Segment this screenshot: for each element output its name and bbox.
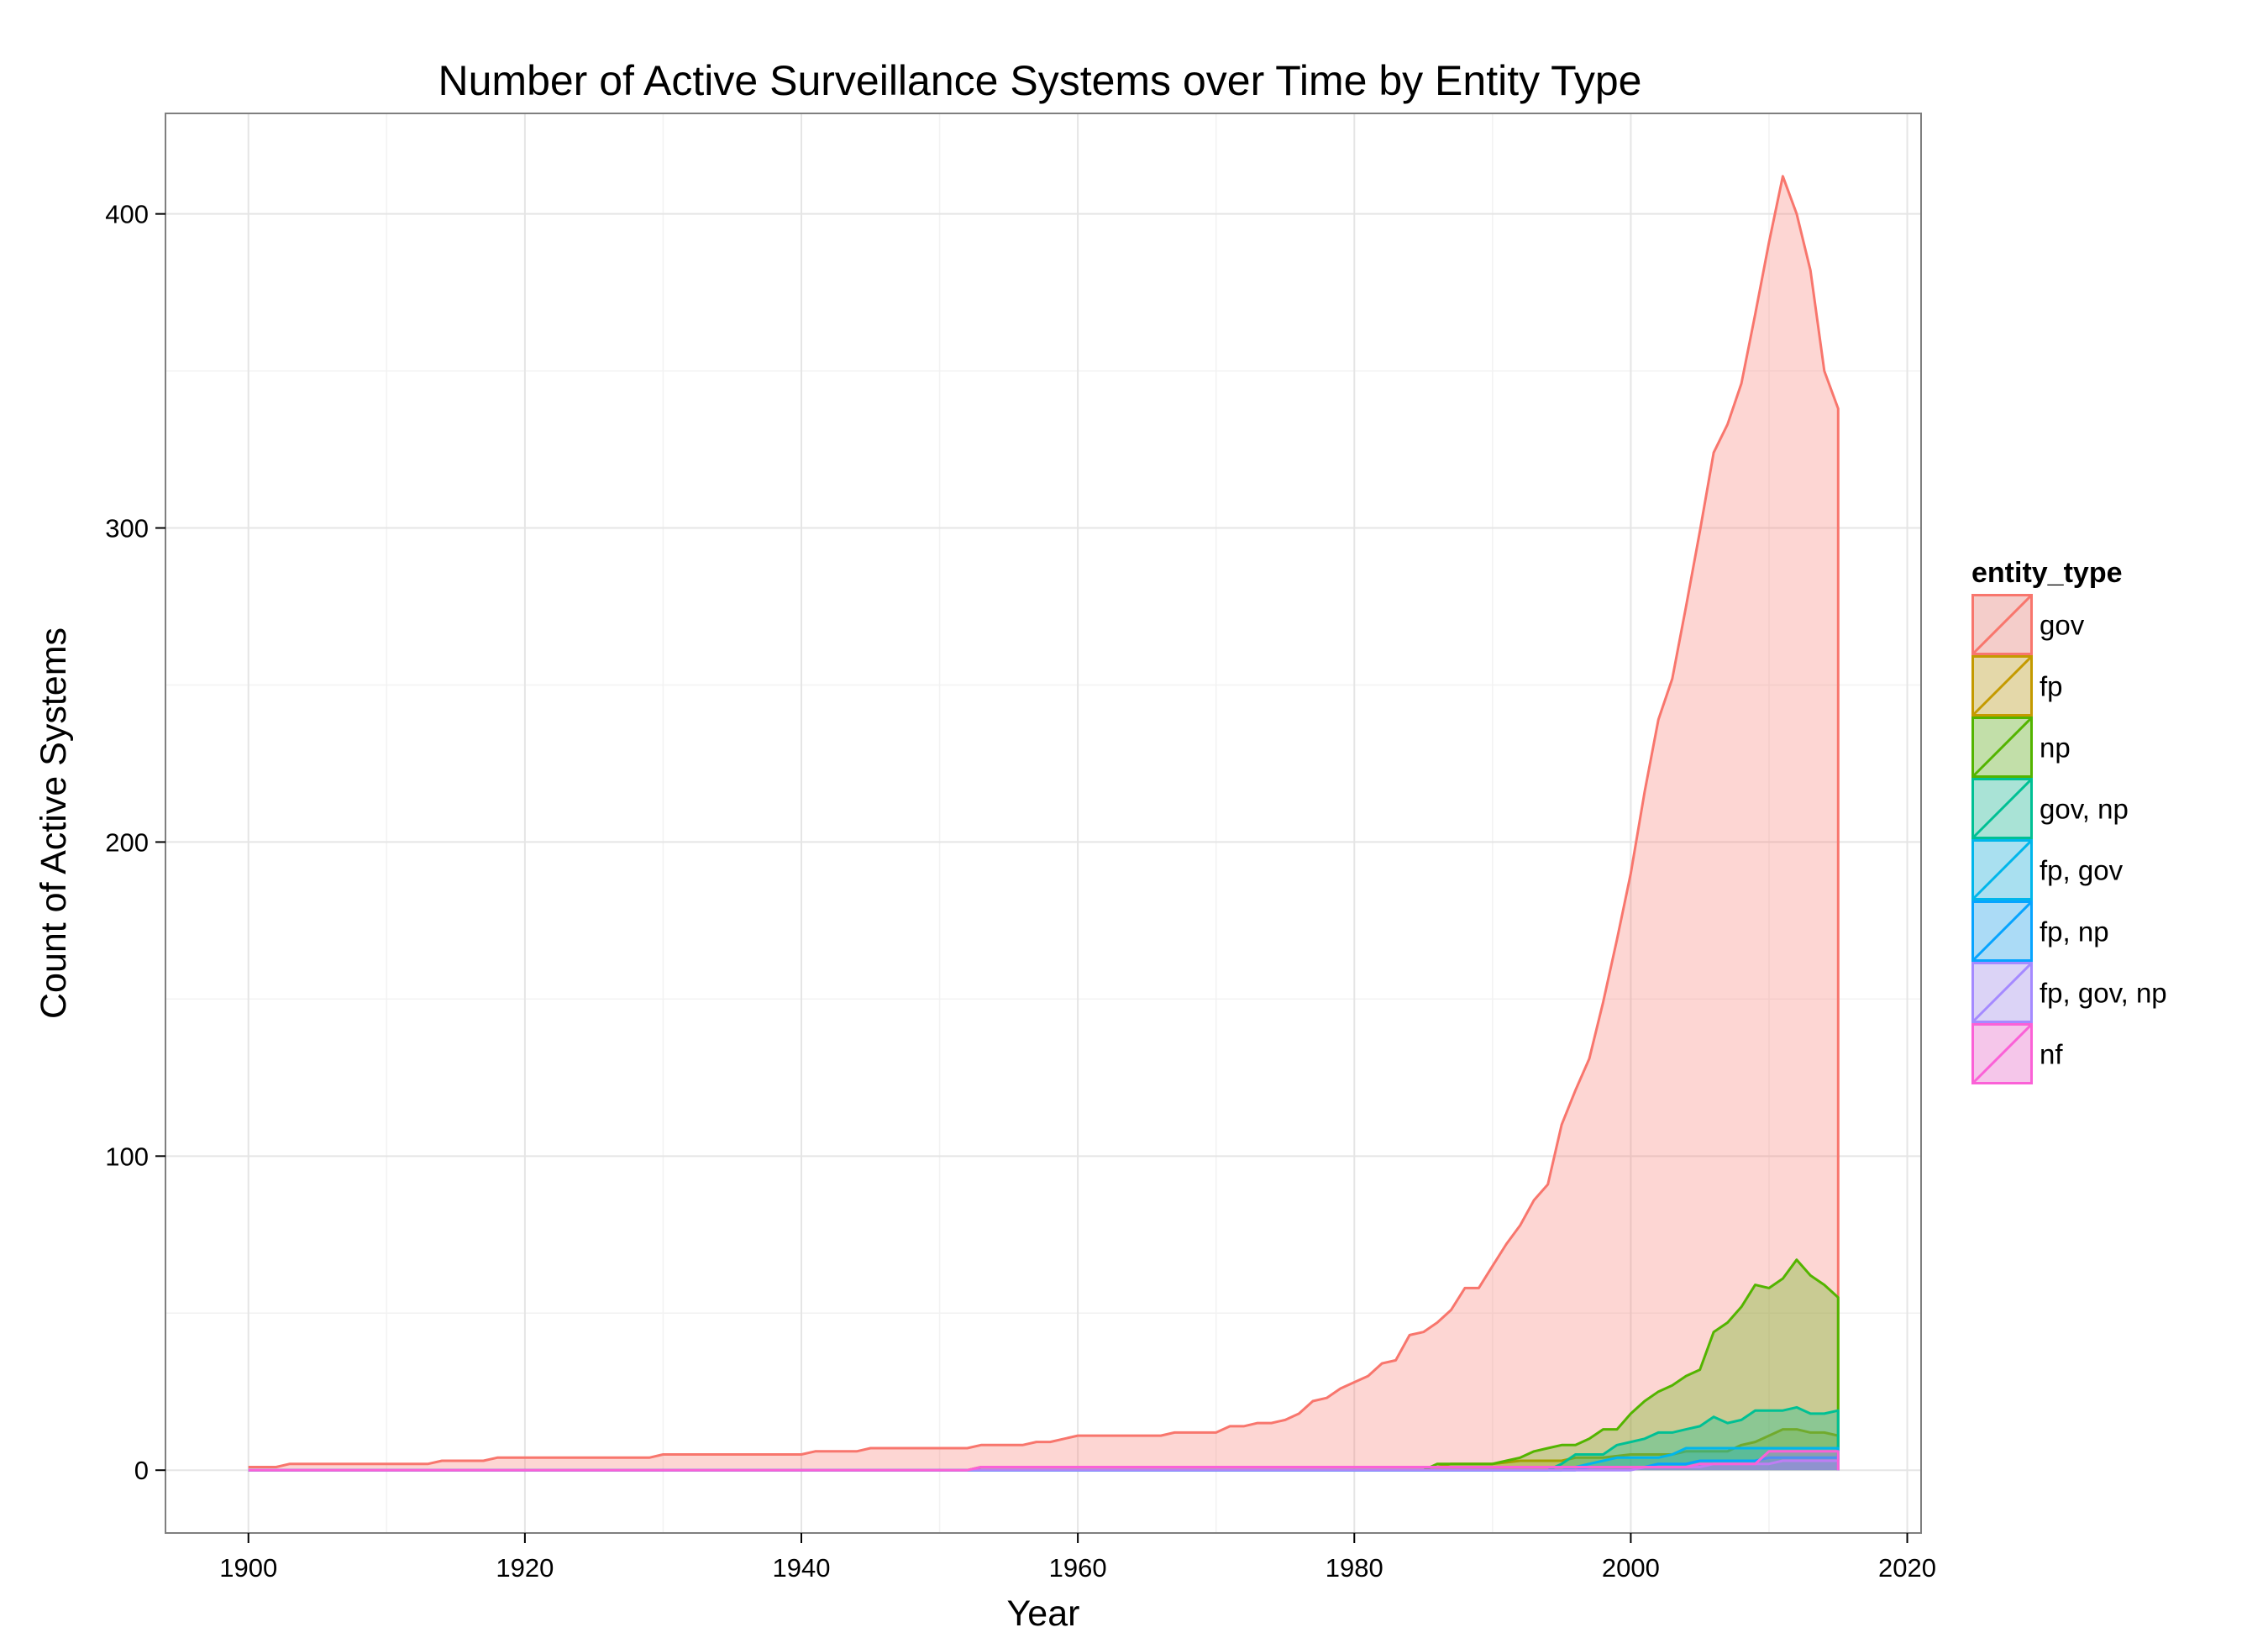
legend-label: fp, gov — [2040, 855, 2124, 886]
legend-swatch-line — [1971, 1023, 2033, 1084]
x-tick-label: 1960 — [1049, 1553, 1107, 1583]
x-tick-label: 2000 — [1602, 1553, 1660, 1583]
x-tick-label: 2020 — [1878, 1553, 1936, 1583]
area-np — [248, 1259, 1839, 1471]
legend-label: gov, np — [2040, 794, 2129, 825]
legend-item-fp: fp — [1971, 655, 2063, 717]
x-tick-label: 1940 — [773, 1553, 831, 1583]
area-series — [248, 175, 1840, 1472]
legend-item-gov-np: gov, np — [1971, 778, 2129, 839]
x-tick-label: 1920 — [496, 1553, 554, 1583]
legend-label: np — [2040, 732, 2071, 764]
y-tick-label: 200 — [105, 827, 149, 857]
y-axis-label: Count of Active Systems — [34, 627, 74, 1019]
legend-label: fp, gov, np — [2040, 978, 2167, 1009]
legend-swatch-line — [1971, 594, 2033, 655]
x-tick-label: 1900 — [219, 1553, 277, 1583]
legend-swatch-line — [1971, 962, 2033, 1023]
legend-item-fp-gov: fp, gov — [1971, 839, 2124, 900]
y-tick-label: 300 — [105, 514, 149, 543]
legend-swatch-line — [1971, 717, 2033, 778]
legend-item-gov: gov — [1971, 594, 2085, 655]
y-tick-label: 0 — [134, 1456, 149, 1485]
legend-swatch-line — [1971, 655, 2033, 717]
legend-swatch-line — [1971, 778, 2033, 839]
y-tick-label: 100 — [105, 1142, 149, 1171]
line-gov-np — [248, 1405, 1840, 1472]
legend-swatch-line — [1971, 900, 2033, 962]
x-axis-label: Year — [1007, 1593, 1080, 1634]
legend-swatch-line — [1971, 839, 2033, 900]
legend-label: fp, np — [2040, 916, 2109, 948]
line-gov — [248, 175, 1840, 1471]
chart-title: Number of Active Surveillance Systems ov… — [438, 57, 1642, 104]
legend-item-fp-np: fp, np — [1971, 900, 2109, 962]
plot-border — [165, 113, 1922, 1534]
line-np — [248, 1258, 1840, 1472]
legend-item-np: np — [1971, 717, 2071, 778]
legend-label: gov — [2040, 610, 2085, 641]
grid-minor — [165, 113, 1921, 1533]
legend-label: fp — [2040, 671, 2063, 702]
y-tick-label: 400 — [105, 200, 149, 229]
area-gov — [248, 176, 1839, 1471]
legend-item-nf: nf — [1971, 1023, 2063, 1084]
area-fp-gov-np — [248, 1461, 1839, 1471]
legend-title: entity_type — [1971, 557, 2123, 589]
legend-item-fp-gov-np: fp, gov, np — [1971, 962, 2167, 1023]
x-axis: 1900 1920 1940 1960 1980 2000 2020 — [219, 1533, 1936, 1583]
y-axis: 0 100 200 300 400 — [105, 200, 165, 1485]
x-tick-label: 1980 — [1326, 1553, 1383, 1583]
line-nf — [248, 1450, 1840, 1472]
legend: entity_type gov fp np gov, np fp, gov fp, np f… — [1971, 557, 2167, 1084]
area-fp-np — [248, 1457, 1839, 1471]
plot-panel — [165, 113, 1922, 1534]
legend-label: nf — [2040, 1039, 2063, 1070]
